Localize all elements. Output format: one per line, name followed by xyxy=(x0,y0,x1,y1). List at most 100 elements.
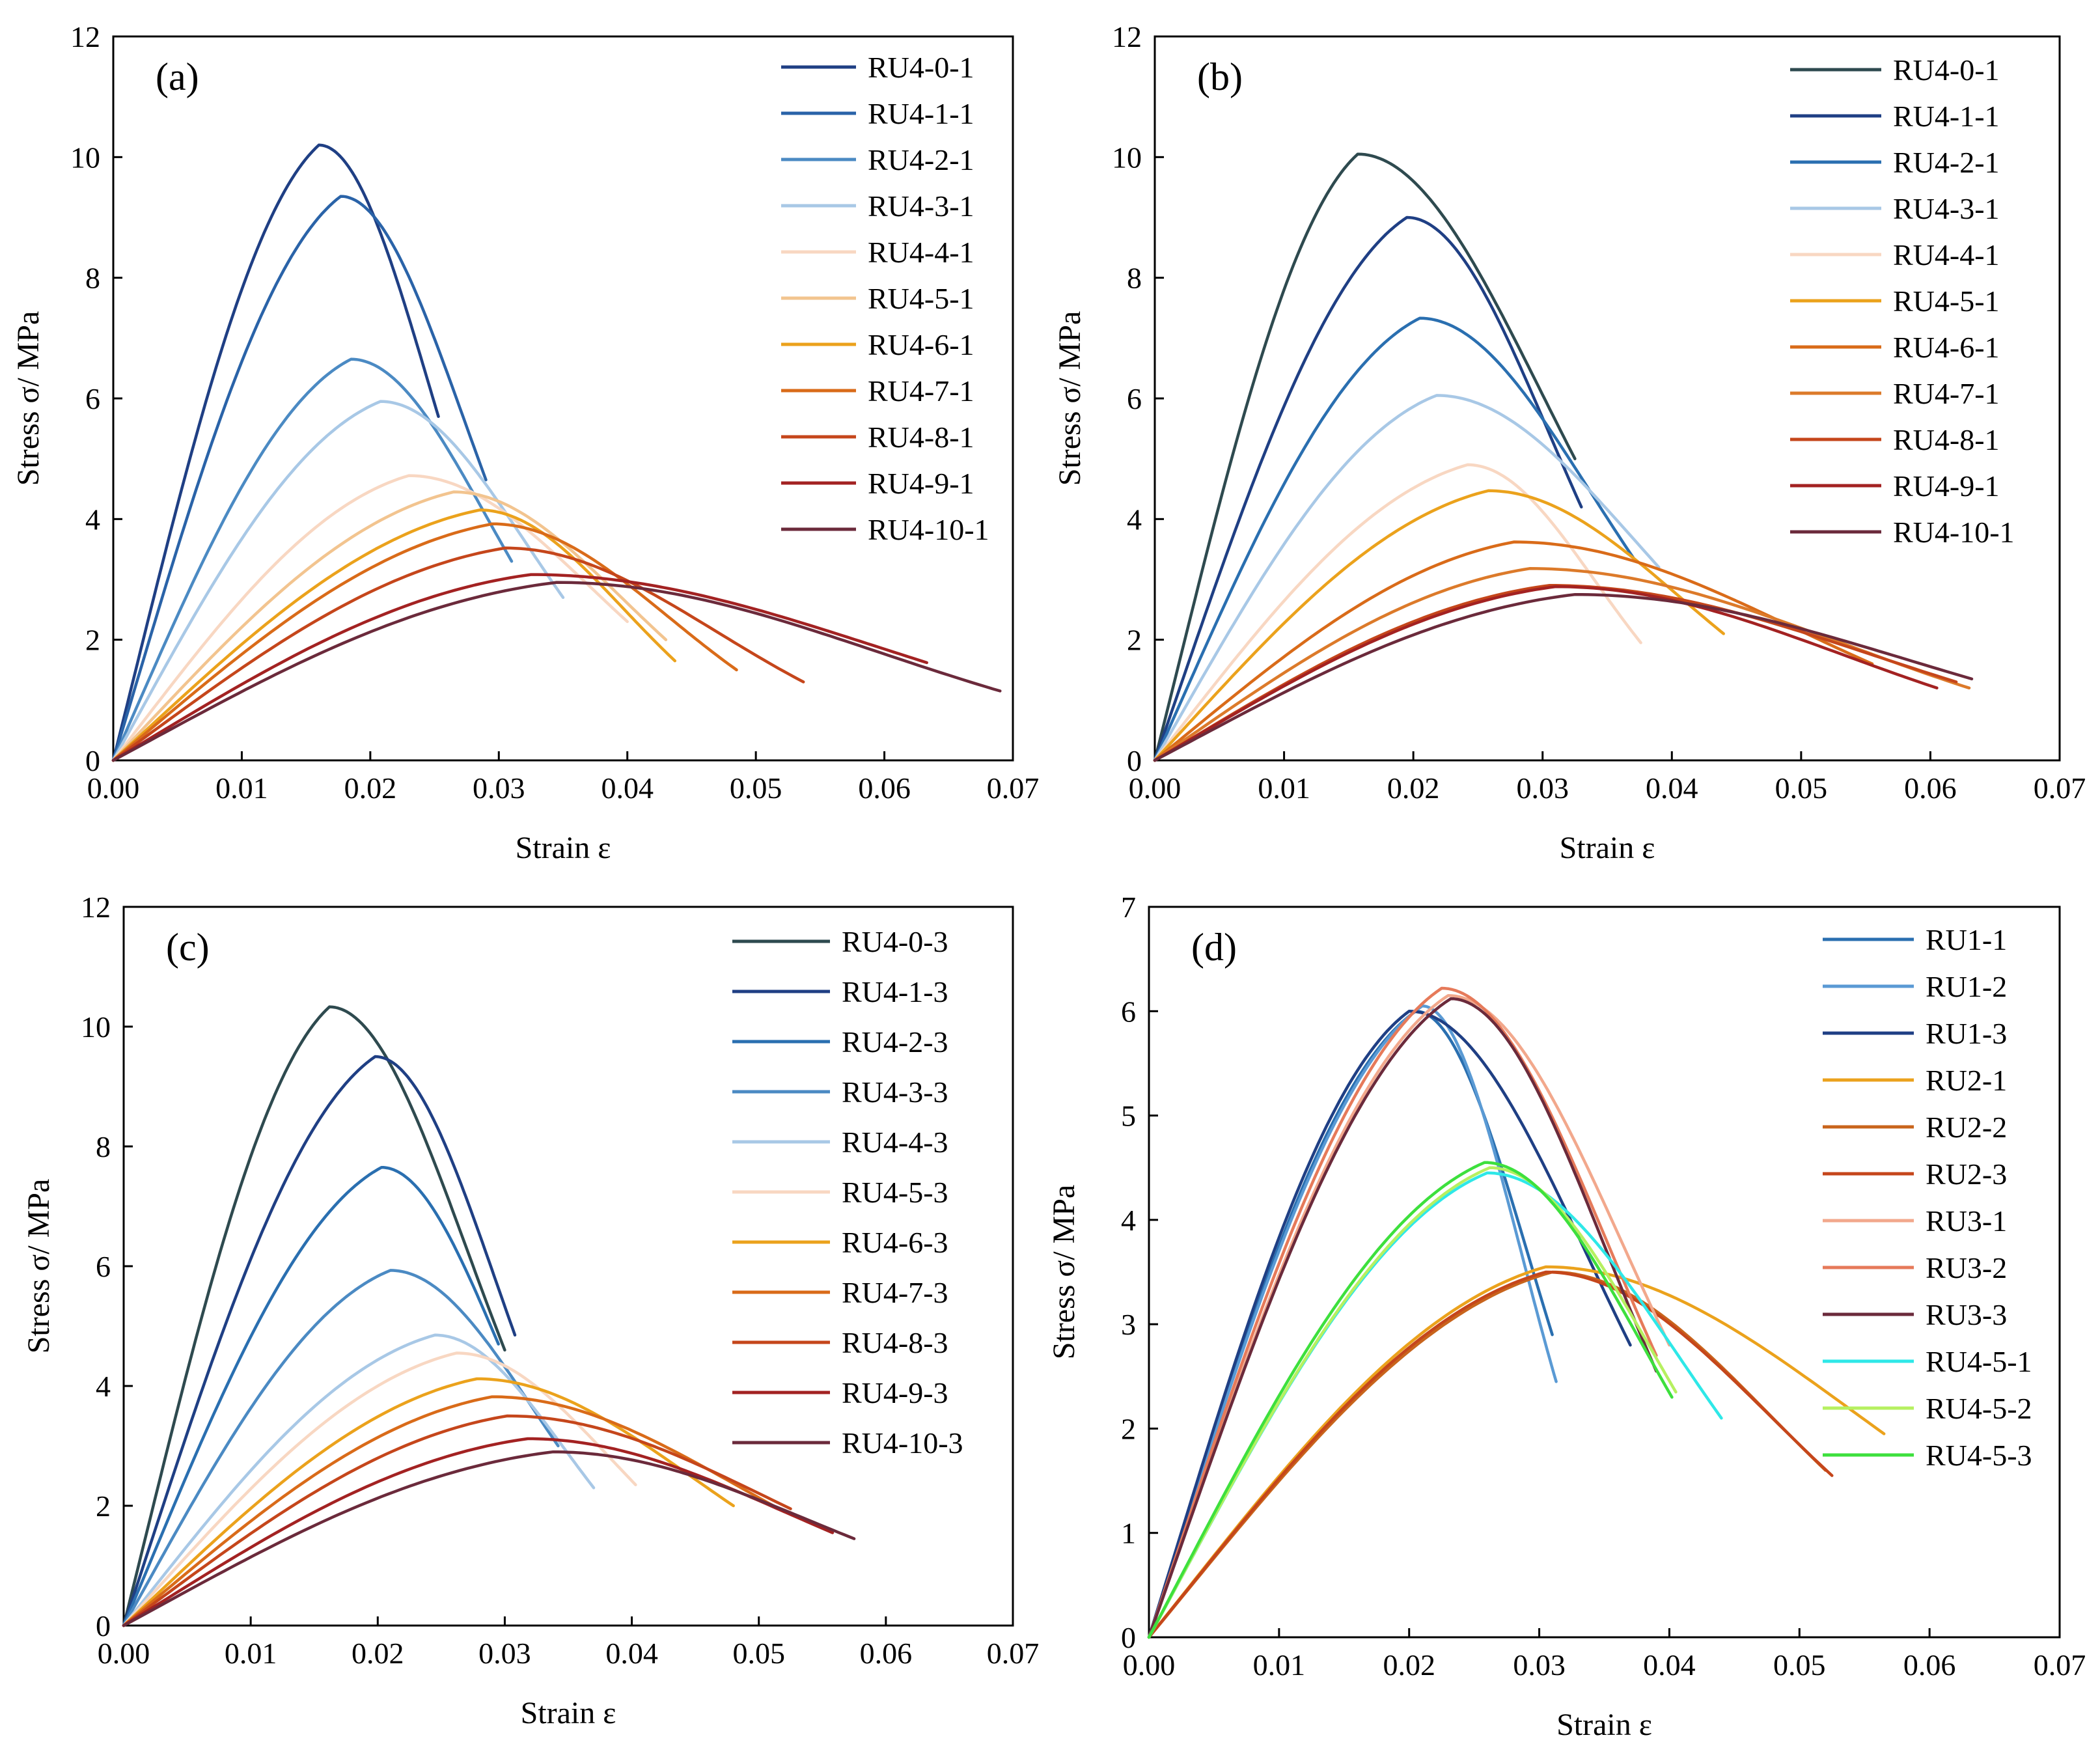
x-tick-label: 0.05 xyxy=(1773,1648,1826,1682)
series-line-RU4-8-3 xyxy=(122,1414,792,1627)
legend-label: RU4-2-1 xyxy=(1893,146,2000,179)
series-line-RU4-1-1 xyxy=(111,195,488,762)
y-axis-title: Stress σ/ MPa xyxy=(1047,1185,1081,1360)
legend-label: RU4-9-1 xyxy=(868,467,974,500)
series-line-RU4-8-1 xyxy=(111,546,805,762)
x-tick-label: 0.04 xyxy=(601,771,654,805)
panel-label: (d) xyxy=(1191,926,1237,969)
x-tick-label: 0.06 xyxy=(860,1637,913,1670)
legend-label: RU4-8-1 xyxy=(1893,423,2000,456)
series-line-RU4-2-3 xyxy=(122,1165,500,1627)
y-tick-label: 10 xyxy=(81,1010,111,1044)
series-line-RU3-2 xyxy=(1147,986,1658,1639)
y-tick-label: 3 xyxy=(1121,1308,1136,1341)
legend-label: RU4-1-3 xyxy=(842,975,948,1008)
series-line-RU4-10-1 xyxy=(111,581,1002,762)
x-axis-title: Strain ε xyxy=(1556,1708,1652,1742)
y-tick-label: 0 xyxy=(1121,1621,1136,1654)
panel-label: (b) xyxy=(1197,55,1243,98)
legend-label: RU4-6-1 xyxy=(1893,331,2000,364)
legend-label: RU4-5-2 xyxy=(1926,1392,2032,1425)
legend-label: RU4-5-3 xyxy=(842,1176,948,1209)
x-tick-label: 0.01 xyxy=(1253,1648,1306,1682)
legend-label: RU4-8-1 xyxy=(868,421,974,454)
legend-label: RU4-3-1 xyxy=(868,189,974,223)
legend-label: RU4-5-1 xyxy=(1926,1345,2032,1378)
legend-label: RU4-10-1 xyxy=(868,513,989,546)
legend-label: RU1-2 xyxy=(1926,970,2007,1003)
x-tick-label: 0.02 xyxy=(352,1637,404,1670)
x-tick-label: 0.04 xyxy=(1646,771,1698,805)
legend-label: RU1-1 xyxy=(1926,923,2007,956)
series-line-RU4-10-1 xyxy=(1153,592,1974,762)
legend-label: RU2-1 xyxy=(1926,1064,2007,1097)
legend-label: RU4-1-1 xyxy=(1893,100,2000,133)
y-tick-label: 8 xyxy=(85,262,100,295)
x-tick-label: 0.02 xyxy=(1387,771,1440,805)
x-tick-label: 0.03 xyxy=(1516,771,1569,805)
x-tick-label: 0.02 xyxy=(344,771,397,805)
x-tick-label: 0.05 xyxy=(730,771,782,805)
chart-panel-a: 0.00 0.01 0.02 0.03 0.04 0.05 0.06 0.07 0 2 4 6 8 10 1… xyxy=(11,20,1039,865)
y-tick-label: 1 xyxy=(1121,1517,1136,1550)
series-line-RU4-6-1 xyxy=(1153,540,1874,762)
chart-panel-d: 0.00 0.01 0.02 0.03 0.04 0.05 0.06 0.07 0 1 2 3 4 5 6 7… xyxy=(1047,891,2086,1742)
series-line-RU4-7-1 xyxy=(111,522,738,762)
x-tick-label: 0.03 xyxy=(1513,1648,1566,1682)
y-tick-label: 6 xyxy=(1121,995,1136,1028)
legend-label: RU4-4-1 xyxy=(1893,238,2000,271)
legend-label: RU4-9-3 xyxy=(842,1376,948,1409)
series-line-RU1-3 xyxy=(1147,1010,1632,1639)
legend-label: RU4-0-1 xyxy=(868,51,974,84)
series-line-RU2-3 xyxy=(1147,1270,1834,1639)
series-line-RU4-5-1 xyxy=(1153,489,1725,762)
legend-label: RU4-3-1 xyxy=(1893,192,2000,225)
series-line-RU2-1 xyxy=(1147,1265,1886,1639)
x-tick-label: 0.00 xyxy=(87,771,140,805)
x-tick-label: 0.03 xyxy=(478,1637,531,1670)
y-tick-label: 6 xyxy=(96,1250,111,1283)
legend-label: RU4-5-1 xyxy=(1893,284,2000,318)
y-tick-label: 12 xyxy=(81,891,111,924)
y-tick-label: 12 xyxy=(1112,20,1142,53)
y-axis-title: Stress σ/ MPa xyxy=(21,1179,56,1354)
x-axis-title: Strain ε xyxy=(516,831,611,865)
panel-label: (c) xyxy=(166,926,210,969)
x-tick-label: 0.02 xyxy=(1383,1648,1435,1682)
series-line-RU4-0-3 xyxy=(122,1005,506,1627)
legend-label: RU4-7-1 xyxy=(1893,377,2000,410)
legend-label: RU3-3 xyxy=(1926,1298,2007,1331)
legend-label: RU4-6-1 xyxy=(868,328,974,361)
legend-label: RU4-0-3 xyxy=(842,925,948,958)
panel-label: (a) xyxy=(156,55,199,98)
x-tick-label: 0.05 xyxy=(732,1637,785,1670)
legend-label: RU4-4-3 xyxy=(842,1126,948,1159)
y-tick-label: 2 xyxy=(1121,1412,1136,1445)
x-tick-label: 0.01 xyxy=(225,1637,277,1670)
series-line-RU4-7-3 xyxy=(122,1395,786,1627)
legend-label: RU4-5-3 xyxy=(1926,1439,2032,1472)
x-tick-label: 0.06 xyxy=(1903,1648,1956,1682)
series-line-RU4-2-1 xyxy=(1153,316,1637,762)
y-tick-label: 4 xyxy=(85,503,100,536)
series-line-RU1-2 xyxy=(1147,1004,1558,1639)
legend-label: RU4-10-1 xyxy=(1893,516,2015,549)
series-line-RU4-0-1 xyxy=(111,143,440,762)
chart-panel-b: 0.00 0.01 0.02 0.03 0.04 0.05 0.06 0.07 0 2 4 6 8 10 1… xyxy=(1053,20,2086,865)
y-tick-label: 4 xyxy=(1121,1204,1136,1237)
y-tick-label: 8 xyxy=(96,1130,111,1163)
series-line-RU4-9-1 xyxy=(1153,585,1939,762)
legend-label: RU4-3-3 xyxy=(842,1075,948,1109)
x-tick-label: 0.06 xyxy=(858,771,911,805)
series-line-RU4-6-1 xyxy=(111,508,677,762)
x-tick-label: 0.00 xyxy=(98,1637,150,1670)
legend-label: RU4-2-3 xyxy=(842,1025,948,1059)
series-line-RU4-9-1 xyxy=(111,573,928,762)
y-tick-label: 4 xyxy=(96,1370,111,1403)
legend-label: RU4-6-3 xyxy=(842,1226,948,1259)
x-axis-title: Strain ε xyxy=(1560,831,1655,865)
x-tick-label: 0.03 xyxy=(473,771,525,805)
y-tick-label: 10 xyxy=(70,141,100,174)
legend-label: RU3-1 xyxy=(1926,1204,2007,1238)
